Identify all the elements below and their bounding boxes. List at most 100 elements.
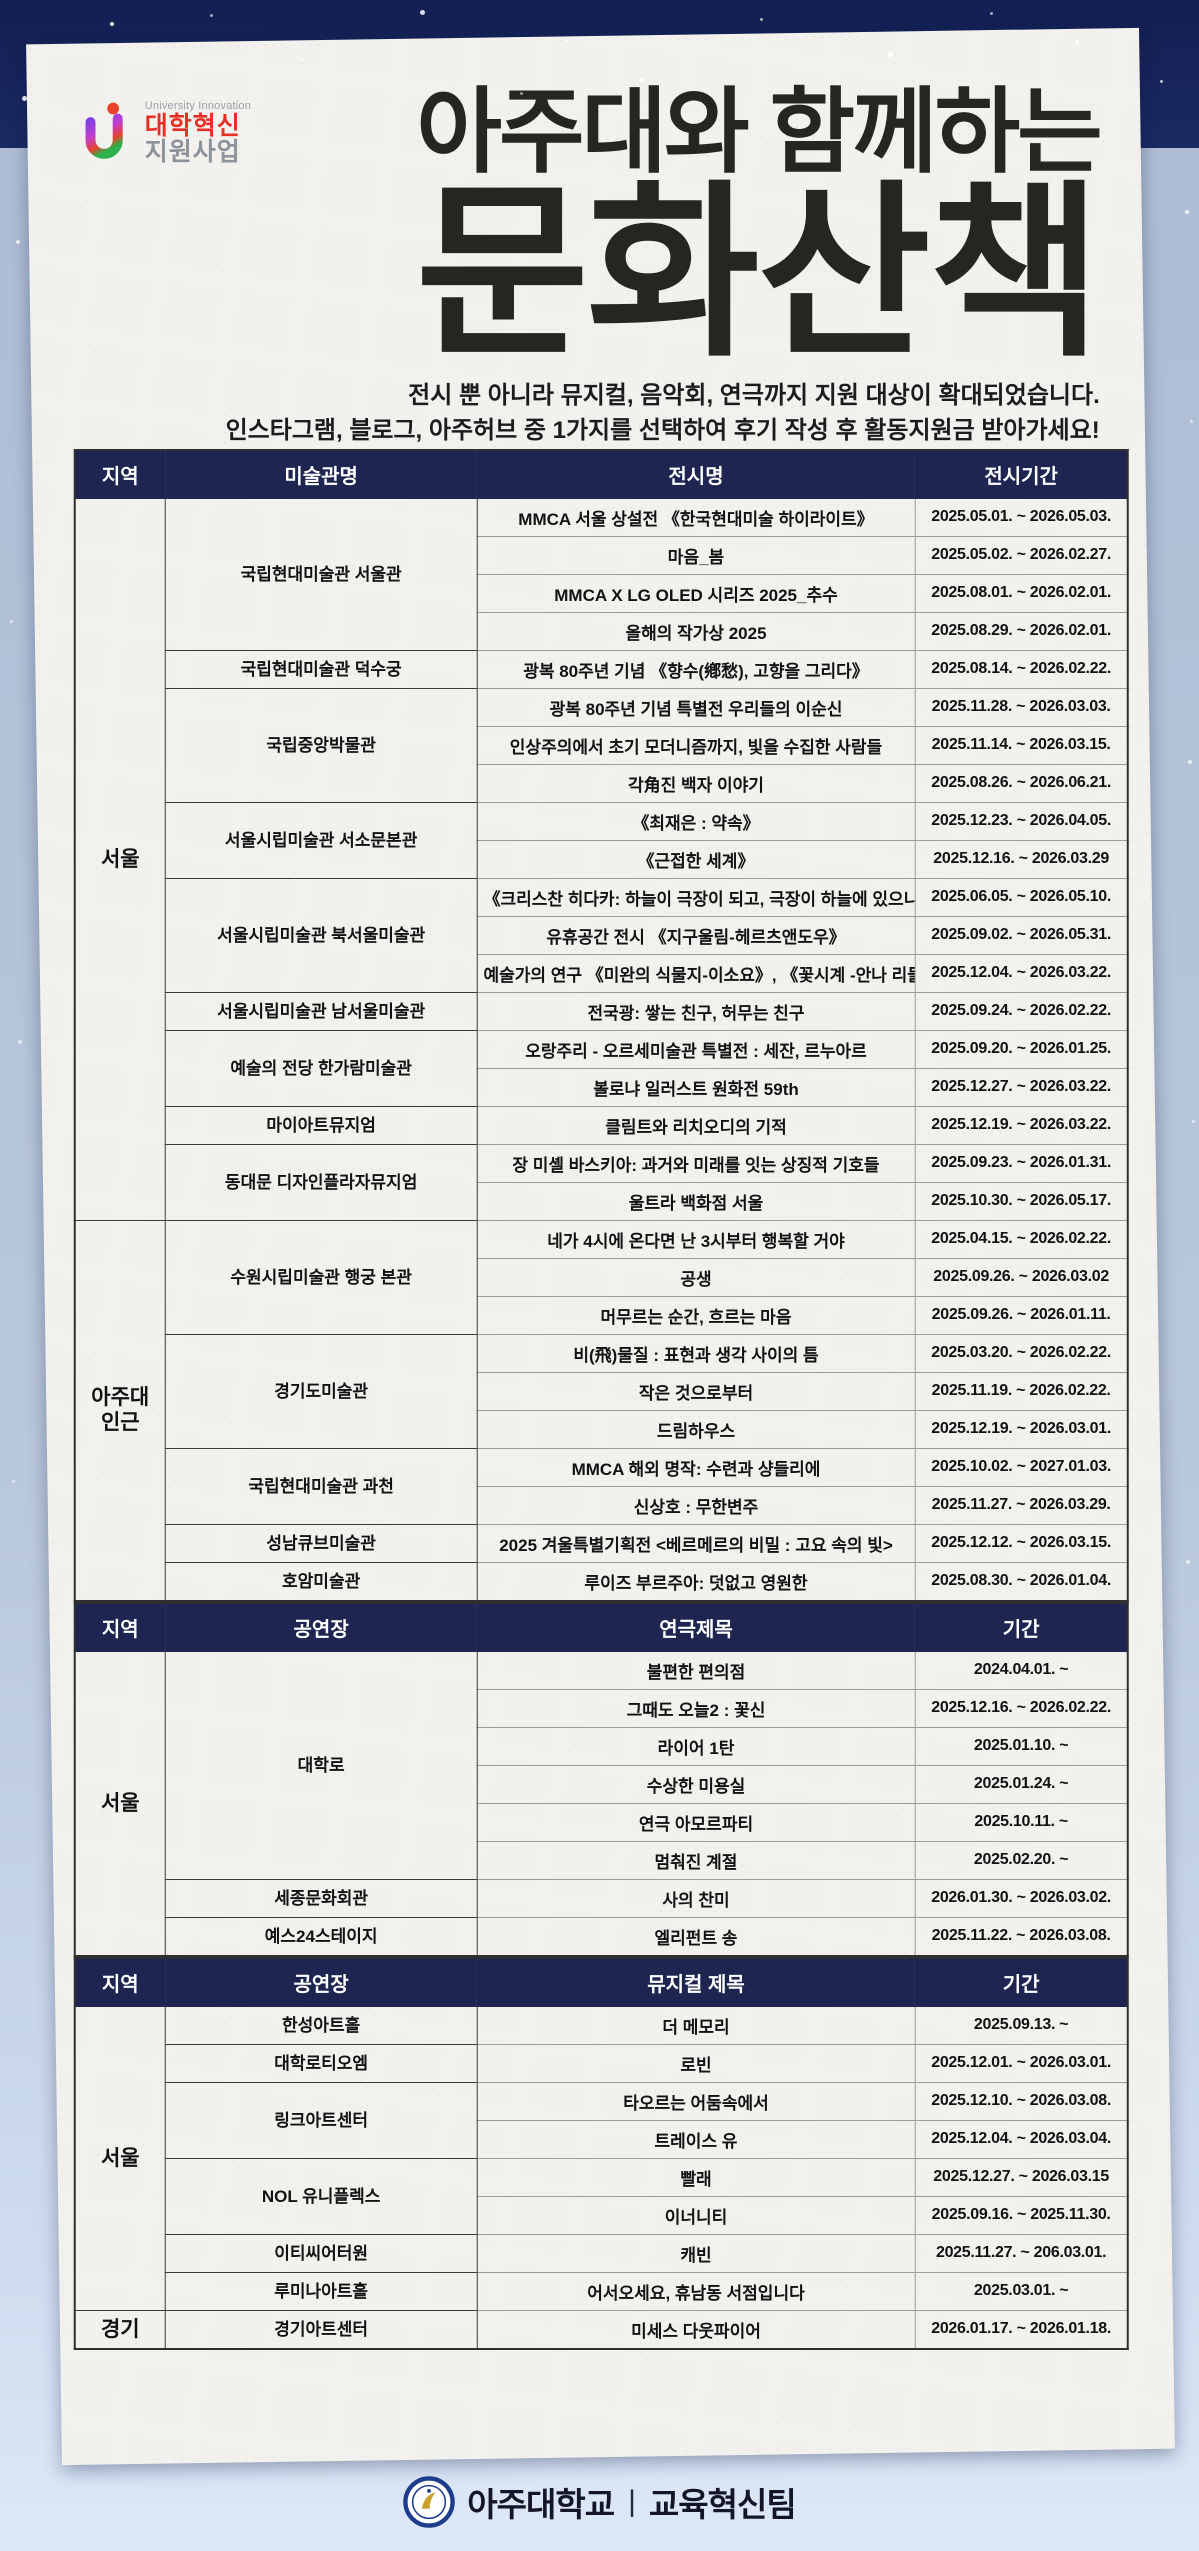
event-title-cell: 공생 <box>476 1258 916 1297</box>
event-period-cell: 2025.09.26. ~ 2026.03.02 <box>915 1258 1128 1297</box>
ajou-university-emblem-icon <box>403 2476 456 2528</box>
exhibitions-table: 지역 미술관명 전시명 전시기간 서울 국립현대미술관 서울관 MMCA 서울 상설전 《… <box>73 448 1129 1602</box>
event-title-cell: 드림하우스 <box>476 1410 916 1449</box>
venue-cell: 국립중앙박물관 <box>165 688 477 803</box>
column-header: 기간 <box>915 1602 1128 1652</box>
university-innovation-badge: University Innovation 대학혁신 지원사업 <box>79 100 251 166</box>
table-row: 아주대 인근 수원시립미술관 행궁 본관 네가 4시에 온다면 난 3시부터 행복할… <box>74 1220 1128 1601</box>
venue-cell: 이티씨어터원 <box>165 2234 477 2273</box>
event-period-cell: 2025.05.01. ~ 2026.05.03. <box>915 498 1128 537</box>
event-title-cell: 머무르는 순간, 흐르는 마음 <box>476 1296 916 1335</box>
event-title-cell: 라이어 1탄 <box>476 1727 916 1766</box>
musicals-table: 지역 공연장 뮤지컬 제목 기간 서울 한성아트홀 더 메모리 2025.09.13. ~ 대… <box>73 1956 1129 2350</box>
event-period-cell: 2025.08.26. ~ 2026.06.21. <box>915 764 1128 803</box>
region-cell: 아주대 인근 <box>74 1220 166 1601</box>
table-row: 경기 경기아트센터 미세스 다웃파이어 2026.01.17. ~ 2026.01.1… <box>74 2310 1128 2349</box>
table-row: 성남큐브미술관 2025 겨울특별기획전 <베르메르의 비밀 : 고요 속의 빛>… <box>75 1524 1128 1563</box>
footer: 아주대학교 | 교육혁신팀 <box>0 2467 1199 2537</box>
event-title-cell: MMCA 서울 상설전 《한국현대미술 하이라이트》 <box>476 498 916 537</box>
event-title-cell: 비(飛)물질 : 표현과 생각 사이의 틈 <box>476 1334 916 1373</box>
event-period-cell: 2024.04.01. ~ <box>915 1651 1128 1690</box>
event-period-cell: 2025.11.14. ~ 2026.03.15. <box>915 726 1128 765</box>
badge-line1: 대학혁신 <box>144 111 241 140</box>
venue-cell: 서울시립미술관 서소문본관 <box>165 802 477 879</box>
table-row: 국립중앙박물관 광복 80주년 기념 특별전 우리들의 이순신 2025.11.28… <box>75 688 1128 803</box>
event-title-cell: 미세스 다웃파이어 <box>476 2310 916 2349</box>
venue-cell: 예술의 전당 한가람미술관 <box>165 1030 477 1107</box>
venue-cell: 국립현대미술관 덕수궁 <box>165 650 477 689</box>
event-title-cell: 볼로냐 일러스트 원화전 59th <box>476 1068 916 1107</box>
event-period-cell: 2025.12.16. ~ 2026.03.29 <box>915 840 1128 879</box>
event-period-cell: 2025.10.11. ~ <box>915 1803 1128 1842</box>
event-title-cell: 장 미셸 바스키아: 과거와 미래를 잇는 상징적 기호들 <box>476 1144 916 1183</box>
event-title-cell: 그때도 오늘2 : 꽃신 <box>476 1689 916 1728</box>
venue-cell: 국립현대미술관 과천 <box>165 1448 477 1525</box>
venue-cell: 링크아트센터 <box>165 2082 477 2159</box>
event-title-cell: 네가 4시에 온다면 난 3시부터 행복할 거야 <box>476 1220 916 1259</box>
event-title-cell: 어서오세요, 휴남동 서점입니다 <box>476 2272 916 2311</box>
event-period-cell: 2025.09.02. ~ 2026.05.31. <box>915 916 1128 955</box>
table-row: 동대문 디자인플라자뮤지엄 장 미셸 바스키아: 과거와 미래를 잇는 상징적 기… <box>75 1144 1128 1221</box>
event-period-cell: 2025.10.30. ~ 2026.05.17. <box>915 1182 1128 1221</box>
event-period-cell: 2025.09.23. ~ 2026.01.31. <box>915 1144 1128 1183</box>
event-period-cell: 2025.12.23. ~ 2026.04.05. <box>915 802 1128 841</box>
table-row: 대학로티오엠 로빈 2025.12.01. ~ 2026.03.01. <box>75 2044 1128 2083</box>
column-header: 공연장 <box>165 1957 477 2007</box>
table-row: 세종문화회관 사의 찬미 2026.01.30. ~ 2026.03.02. <box>75 1879 1128 1918</box>
event-title-cell: 캐빈 <box>476 2234 916 2273</box>
event-period-cell: 2025.12.10. ~ 2026.03.08. <box>915 2082 1128 2121</box>
region-cell: 경기 <box>74 2310 166 2349</box>
venue-cell: 경기아트센터 <box>165 2310 477 2349</box>
column-header: 기간 <box>915 1957 1128 2007</box>
event-period-cell: 2025.08.29. ~ 2026.02.01. <box>915 612 1128 651</box>
event-period-cell: 2025.11.19. ~ 2026.02.22. <box>915 1372 1128 1411</box>
table-row: 예술의 전당 한가람미술관 오랑주리 - 오르세미술관 특별전 : 세잔, 르누아… <box>75 1030 1128 1107</box>
column-header: 지역 <box>74 1957 166 2007</box>
table-row: 호암미술관 루이즈 부르주아: 덧없고 영원한 2025.08.30. ~ 2026… <box>75 1562 1128 1601</box>
event-period-cell: 2025.12.12. ~ 2026.03.15. <box>915 1524 1128 1563</box>
column-header: 연극제목 <box>476 1602 916 1652</box>
table-row: 국립현대미술관 과천 MMCA 해외 명작: 수련과 샹들리에 2025.10.02… <box>75 1448 1128 1525</box>
event-title-cell: 유휴공간 전시 《지구울림-헤르츠앤도우》 <box>476 916 916 955</box>
event-title-cell: MMCA X LG OLED 시리즈 2025_추수 <box>476 574 916 613</box>
event-period-cell: 2025.01.10. ~ <box>915 1727 1128 1766</box>
column-header: 지역 <box>74 1602 166 1652</box>
event-period-cell: 2025.08.30. ~ 2026.01.04. <box>915 1562 1128 1601</box>
event-title-cell: 이너니티 <box>476 2196 916 2235</box>
event-period-cell: 2025.12.27. ~ 2026.03.15 <box>915 2158 1128 2197</box>
table-row: 서울 대학로 불편한 편의점 2024.04.01. ~ <box>74 1651 1128 1956</box>
event-title-cell: 예술가의 연구 《미완의 식물지-이소요》, 《꽃시계 -안나 리들러》 <box>476 954 916 993</box>
event-period-cell: 2025.12.04. ~ 2026.03.22. <box>915 954 1128 993</box>
event-title-cell: 오랑주리 - 오르세미술관 특별전 : 세잔, 르누아르 <box>476 1030 916 1069</box>
venue-cell: 서울시립미술관 남서울미술관 <box>165 992 477 1031</box>
venue-cell: 마이아트뮤지엄 <box>165 1106 477 1145</box>
table-row: 서울 한성아트홀 더 메모리 2025.09.13. ~ <box>74 2006 1128 2311</box>
event-period-cell: 2025.12.01. ~ 2026.03.01. <box>915 2044 1128 2083</box>
event-title-cell: 타오르는 어둠속에서 <box>476 2082 916 2121</box>
event-title-cell: 광복 80주년 기념 《향수(鄕愁), 고향을 그리다》 <box>476 650 916 689</box>
event-period-cell: 2025.09.24. ~ 2026.02.22. <box>915 992 1128 1031</box>
table-row: 국립현대미술관 덕수궁 광복 80주년 기념 《향수(鄕愁), 고향을 그리다》 2… <box>75 650 1128 689</box>
poster-paper: University Innovation 대학혁신 지원사업 아주대와 함께하… <box>26 27 1175 2466</box>
column-header: 전시명 <box>476 449 916 499</box>
event-period-cell: 2025.10.02. ~ 2027.01.03. <box>915 1448 1128 1487</box>
region-cell: 서울 <box>74 2006 166 2311</box>
event-period-cell: 2025.11.28. ~ 2026.03.03. <box>915 688 1128 727</box>
venue-cell: 예스24스테이지 <box>165 1917 477 1956</box>
table-header-row: 지역 공연장 연극제목 기간 <box>74 1602 1128 1652</box>
subtitle-line1: 전시 뿐 아니라 뮤지컬, 음악회, 연극까지 지원 대상이 확대되었습니다. <box>408 382 1100 410</box>
title-line2: 문화산책 <box>415 167 1100 378</box>
table-row: 링크아트센터 타오르는 어둠속에서 2025.12.10. ~ 2026.03.08… <box>75 2082 1128 2159</box>
event-title-cell: 전국광: 쌓는 친구, 허무는 친구 <box>476 992 916 1031</box>
venue-cell: 대학로티오엠 <box>165 2044 477 2083</box>
venue-cell: 서울시립미술관 북서울미술관 <box>165 878 477 993</box>
event-title-cell: 신상호 : 무한변주 <box>476 1486 916 1525</box>
event-period-cell: 2026.01.30. ~ 2026.03.02. <box>915 1879 1128 1918</box>
table-header-row: 지역 미술관명 전시명 전시기간 <box>74 449 1128 499</box>
event-title-cell: 엘리펀트 송 <box>476 1917 916 1956</box>
table-row: 예스24스테이지 엘리펀트 송 2025.11.22. ~ 2026.03.08. <box>75 1917 1128 1956</box>
venue-cell: 국립현대미술관 서울관 <box>165 498 477 651</box>
venue-cell: 대학로 <box>165 1651 477 1880</box>
event-period-cell: 2025.12.19. ~ 2026.03.22. <box>915 1106 1128 1145</box>
event-title-cell: 루이즈 부르주아: 덧없고 영원한 <box>476 1562 916 1601</box>
